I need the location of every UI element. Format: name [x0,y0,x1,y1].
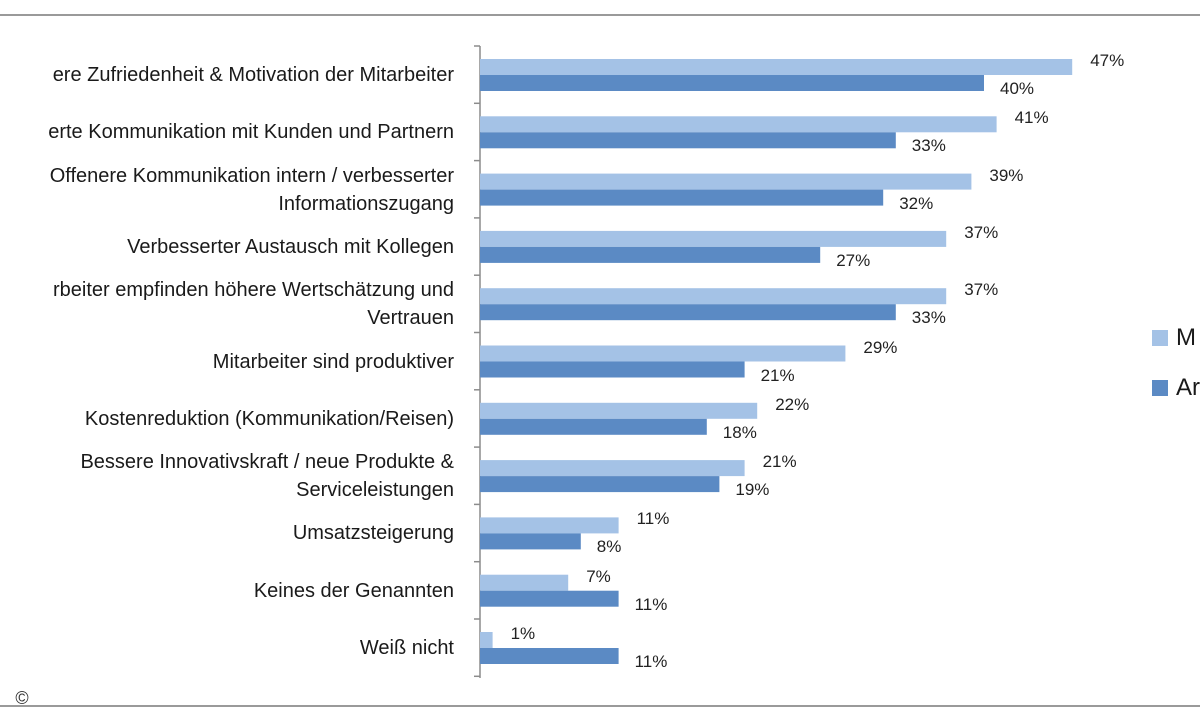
bar-series-1 [480,345,846,362]
data-label: 33% [911,308,946,328]
data-label: 18% [722,422,757,442]
data-label: 22% [775,394,810,414]
data-label: 21% [760,365,795,385]
bar-series-2 [480,648,619,664]
data-label: 47% [1090,51,1125,70]
bar-series-1 [480,116,997,133]
category-label: Weiß nicht [359,637,454,659]
category-label: erte Kommunikation mit Kunden und Partne… [48,121,454,144]
bar-series-1 [480,288,947,305]
bar-series-2 [480,132,896,149]
category-label: rbeiter empfinden höhere Wertschätzung u… [53,279,454,330]
data-label: 29% [863,337,898,357]
data-label: 32% [899,193,934,213]
copyright-icon: © [15,688,29,708]
category-label: Mitarbeiter sind produktiver [212,350,454,373]
data-label: 33% [911,136,946,156]
bar-series-2 [480,304,896,321]
bar-series-2 [480,533,581,550]
data-label: 11% [634,594,668,614]
data-label: 37% [964,280,999,300]
data-label: 21% [762,452,797,472]
data-label: 19% [735,480,770,500]
data-label: 1% [510,624,536,643]
category-label: Verbesserter Austausch mit Kollegen [127,235,454,258]
bar-series-1 [480,173,972,190]
legend-label: M [1176,324,1196,351]
data-label: 8% [596,537,622,557]
data-label: 40% [1000,79,1035,98]
data-label: 27% [836,250,871,270]
bar-series-2 [480,418,707,435]
bar-series-1 [480,517,619,534]
bar-series-1 [480,632,493,648]
category-label: Kostenreduktion (Kommunikation/Reisen) [84,407,454,430]
data-label: 11% [636,509,670,529]
bar-series-2 [480,476,720,493]
category-label: Keines der Genannten [253,579,454,602]
bar-series-1 [480,402,758,419]
legend-item: Ar [1152,374,1200,402]
bar-series-2 [480,75,984,91]
bar-series-2 [480,189,884,206]
bar-series-1 [480,59,1073,75]
legend-item: M [1152,324,1196,352]
bar-series-1 [480,460,745,477]
data-label: 7% [586,566,611,586]
legend-swatch [1152,330,1168,346]
data-label: 39% [989,165,1024,185]
data-label: 11% [634,652,668,671]
legend-swatch [1152,380,1168,396]
data-label: 37% [964,222,999,242]
bar-series-2 [480,246,821,263]
bar-series-2 [480,361,745,378]
legend-label: Ar [1176,374,1200,401]
category-label: ere Zufriedenheit & Motivation der Mitar… [52,64,454,86]
category-label: Bessere Innovativskraft / neue Produkte … [80,451,454,502]
bar-series-1 [480,574,569,591]
bar-series-1 [480,230,947,247]
category-label: Offenere Kommunikation intern / verbesse… [49,164,454,215]
data-label: 41% [1014,108,1049,128]
category-label: Umsatzsteigerung [292,522,454,545]
bar-series-2 [480,590,619,607]
